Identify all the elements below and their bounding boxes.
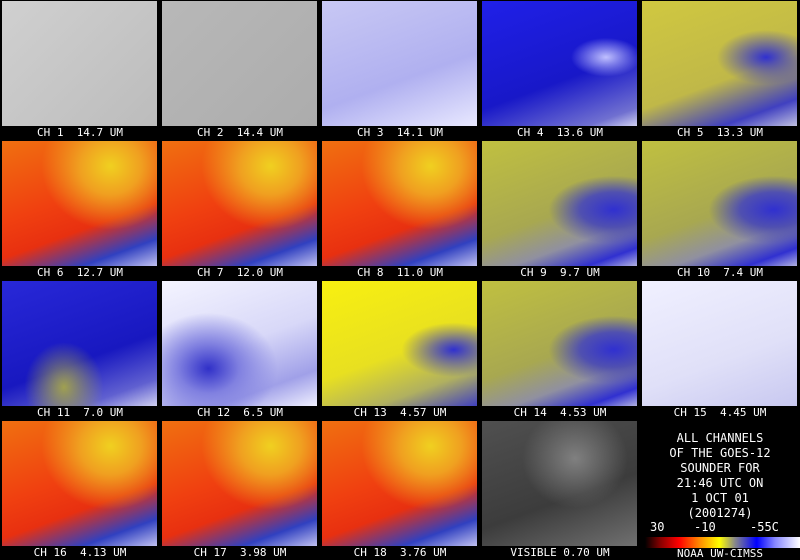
satellite-panel: CH 12 6.5 UM bbox=[160, 280, 320, 420]
channel-label: CH 2 14.4 UM bbox=[196, 126, 284, 139]
channel-label: CH 15 4.45 UM bbox=[673, 406, 767, 419]
info-line: 1 OCT 01 bbox=[691, 491, 749, 505]
channel-image bbox=[482, 421, 637, 546]
channel-image bbox=[642, 281, 797, 406]
channel-image bbox=[482, 281, 637, 406]
scale-label: -55C bbox=[750, 520, 779, 534]
channel-image bbox=[162, 281, 317, 406]
satellite-panel: CH 6 12.7 UM bbox=[0, 140, 160, 280]
satellite-panel: CH 4 13.6 UM bbox=[480, 0, 640, 140]
channel-label: CH 6 12.7 UM bbox=[36, 266, 124, 279]
channel-label: CH 13 4.57 UM bbox=[353, 406, 447, 419]
info-lines: ALL CHANNELS OF THE GOES-12 SOUNDER FOR 21:… bbox=[640, 431, 800, 521]
channel-image bbox=[642, 141, 797, 266]
info-panel: ALL CHANNELS OF THE GOES-12 SOUNDER FOR 21:… bbox=[640, 420, 800, 560]
info-line: ALL CHANNELS bbox=[676, 431, 764, 445]
satellite-panel: CH 1 14.7 UM bbox=[0, 0, 160, 140]
color-bar bbox=[645, 537, 800, 548]
channel-image bbox=[482, 141, 637, 266]
channel-label: CH 3 14.1 UM bbox=[356, 126, 444, 139]
channel-image bbox=[2, 141, 157, 266]
channel-image bbox=[482, 1, 637, 126]
satellite-panel: CH 11 7.0 UM bbox=[0, 280, 160, 420]
credit: NOAA UW-CIMSS bbox=[676, 547, 764, 560]
scale-labels: 30 -10 -55C bbox=[650, 520, 800, 534]
info-line: 21:46 UTC ON bbox=[676, 476, 764, 490]
satellite-panel: CH 2 14.4 UM bbox=[160, 0, 320, 140]
channel-label: CH 17 3.98 UM bbox=[193, 546, 287, 559]
satellite-panel: VISIBLE 0.70 UM bbox=[480, 420, 640, 560]
channel-label: CH 9 9.7 UM bbox=[520, 266, 600, 279]
channel-label: CH 12 6.5 UM bbox=[196, 406, 284, 419]
scale-label: 30 bbox=[650, 520, 665, 534]
info-line: OF THE GOES-12 bbox=[669, 446, 771, 460]
info-line: (2001274) bbox=[687, 506, 753, 520]
satellite-panel: CH 18 3.76 UM bbox=[320, 420, 480, 560]
channel-label: CH 18 3.76 UM bbox=[353, 546, 447, 559]
satellite-panel: CH 8 11.0 UM bbox=[320, 140, 480, 280]
channel-image bbox=[2, 1, 157, 126]
satellite-panel: CH 13 4.57 UM bbox=[320, 280, 480, 420]
satellite-panel: CH 17 3.98 UM bbox=[160, 420, 320, 560]
satellite-panel: CH 9 9.7 UM bbox=[480, 140, 640, 280]
channel-image bbox=[322, 1, 477, 126]
channel-image bbox=[2, 421, 157, 546]
channel-image bbox=[162, 421, 317, 546]
scale-label: -10 bbox=[694, 520, 716, 534]
satellite-panel: CH 14 4.53 UM bbox=[480, 280, 640, 420]
channel-label: CH 5 13.3 UM bbox=[676, 126, 764, 139]
channel-image bbox=[642, 1, 797, 126]
satellite-panel: CH 10 7.4 UM bbox=[640, 140, 800, 280]
channel-label: CH 14 4.53 UM bbox=[513, 406, 607, 419]
info-line: SOUNDER FOR bbox=[680, 461, 760, 475]
channel-label: CH 10 7.4 UM bbox=[676, 266, 764, 279]
satellite-panel: CH 7 12.0 UM bbox=[160, 140, 320, 280]
satellite-panel: CH 15 4.45 UM bbox=[640, 280, 800, 420]
channel-image bbox=[2, 281, 157, 406]
satellite-panel: CH 3 14.1 UM bbox=[320, 0, 480, 140]
channel-label: CH 1 14.7 UM bbox=[36, 126, 124, 139]
channel-image bbox=[162, 1, 317, 126]
channel-label: CH 16 4.13 UM bbox=[33, 546, 127, 559]
channel-label: CH 11 7.0 UM bbox=[36, 406, 124, 419]
satellite-panel: CH 5 13.3 UM bbox=[640, 0, 800, 140]
channel-image bbox=[322, 281, 477, 406]
channel-image bbox=[322, 421, 477, 546]
channel-image bbox=[322, 141, 477, 266]
satellite-panel: CH 16 4.13 UM bbox=[0, 420, 160, 560]
channel-label: CH 4 13.6 UM bbox=[516, 126, 604, 139]
channel-label: VISIBLE 0.70 UM bbox=[510, 546, 610, 559]
channel-label: CH 7 12.0 UM bbox=[196, 266, 284, 279]
channel-image bbox=[162, 141, 317, 266]
channel-label: CH 8 11.0 UM bbox=[356, 266, 444, 279]
